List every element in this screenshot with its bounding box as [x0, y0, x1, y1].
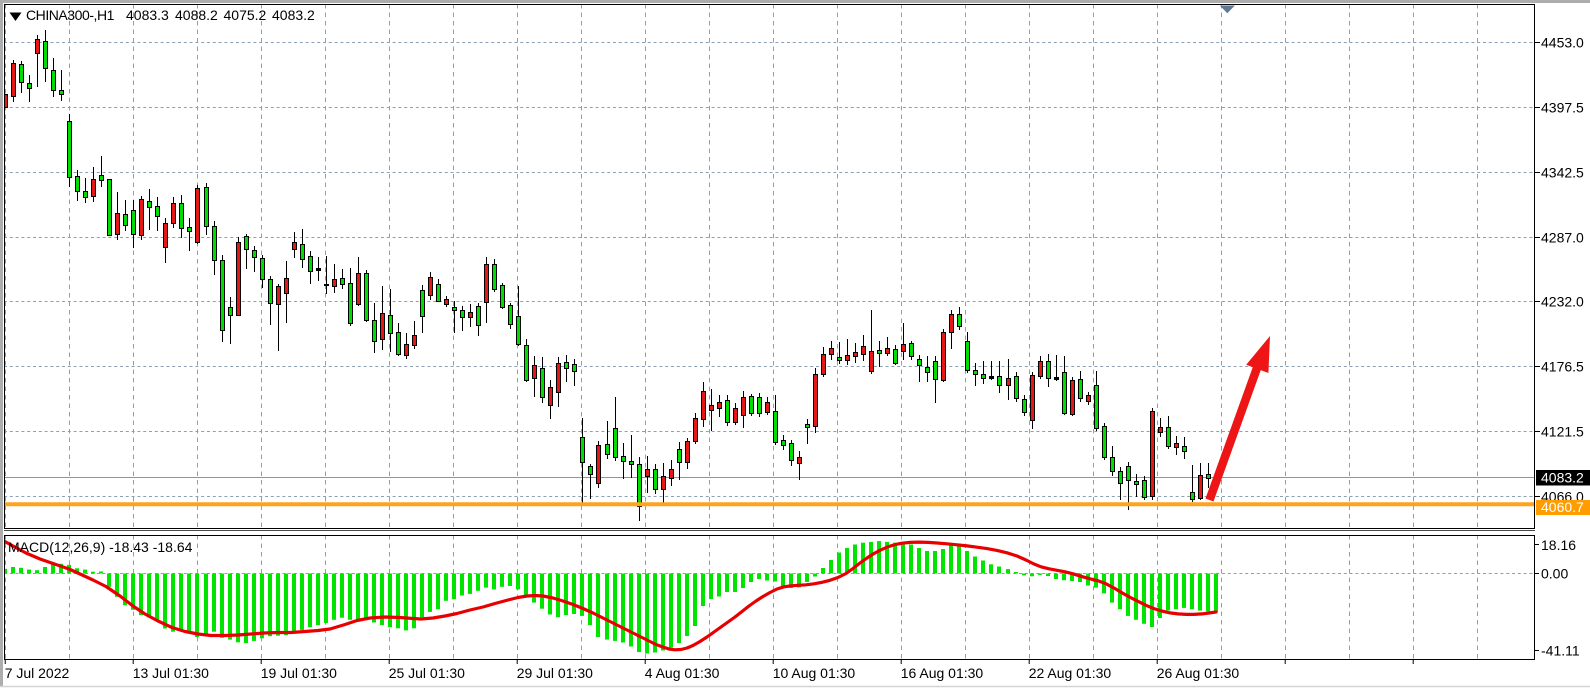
svg-text:4060.7: 4060.7	[1541, 499, 1584, 515]
svg-text:22 Aug 01:30: 22 Aug 01:30	[1029, 665, 1112, 681]
svg-text:16 Aug 01:30: 16 Aug 01:30	[901, 665, 984, 681]
svg-text:-41.11: -41.11	[1541, 643, 1580, 659]
svg-text:CHINA300-,H1: CHINA300-,H1	[26, 7, 115, 23]
svg-text:4083.2: 4083.2	[272, 7, 315, 23]
svg-text:4121.5: 4121.5	[1541, 424, 1584, 440]
svg-text:25 Jul 01:30: 25 Jul 01:30	[389, 665, 465, 681]
svg-text:4232.0: 4232.0	[1541, 294, 1584, 310]
svg-text:4083.3: 4083.3	[126, 7, 169, 23]
svg-text:4287.0: 4287.0	[1541, 230, 1584, 246]
svg-text:29 Jul 01:30: 29 Jul 01:30	[517, 665, 593, 681]
svg-text:18.16: 18.16	[1541, 537, 1576, 553]
svg-text:4397.5: 4397.5	[1541, 100, 1584, 116]
svg-text:4453.0: 4453.0	[1541, 35, 1584, 51]
svg-text:0.00: 0.00	[1541, 566, 1568, 582]
svg-text:4176.5: 4176.5	[1541, 359, 1584, 375]
svg-text:19 Jul 01:30: 19 Jul 01:30	[261, 665, 337, 681]
svg-text:MACD(12,26,9) -18.43 -18.64: MACD(12,26,9) -18.43 -18.64	[8, 539, 193, 555]
svg-text:4088.2: 4088.2	[175, 7, 218, 23]
svg-text:13 Jul 01:30: 13 Jul 01:30	[133, 665, 209, 681]
svg-text:4075.2: 4075.2	[224, 7, 267, 23]
svg-text:26 Aug 01:30: 26 Aug 01:30	[1157, 665, 1240, 681]
svg-text:4342.5: 4342.5	[1541, 165, 1584, 181]
svg-text:7 Jul 2022: 7 Jul 2022	[5, 665, 70, 681]
svg-text:4083.2: 4083.2	[1541, 469, 1584, 485]
svg-text:4 Aug 01:30: 4 Aug 01:30	[645, 665, 720, 681]
svg-text:10 Aug 01:30: 10 Aug 01:30	[773, 665, 856, 681]
